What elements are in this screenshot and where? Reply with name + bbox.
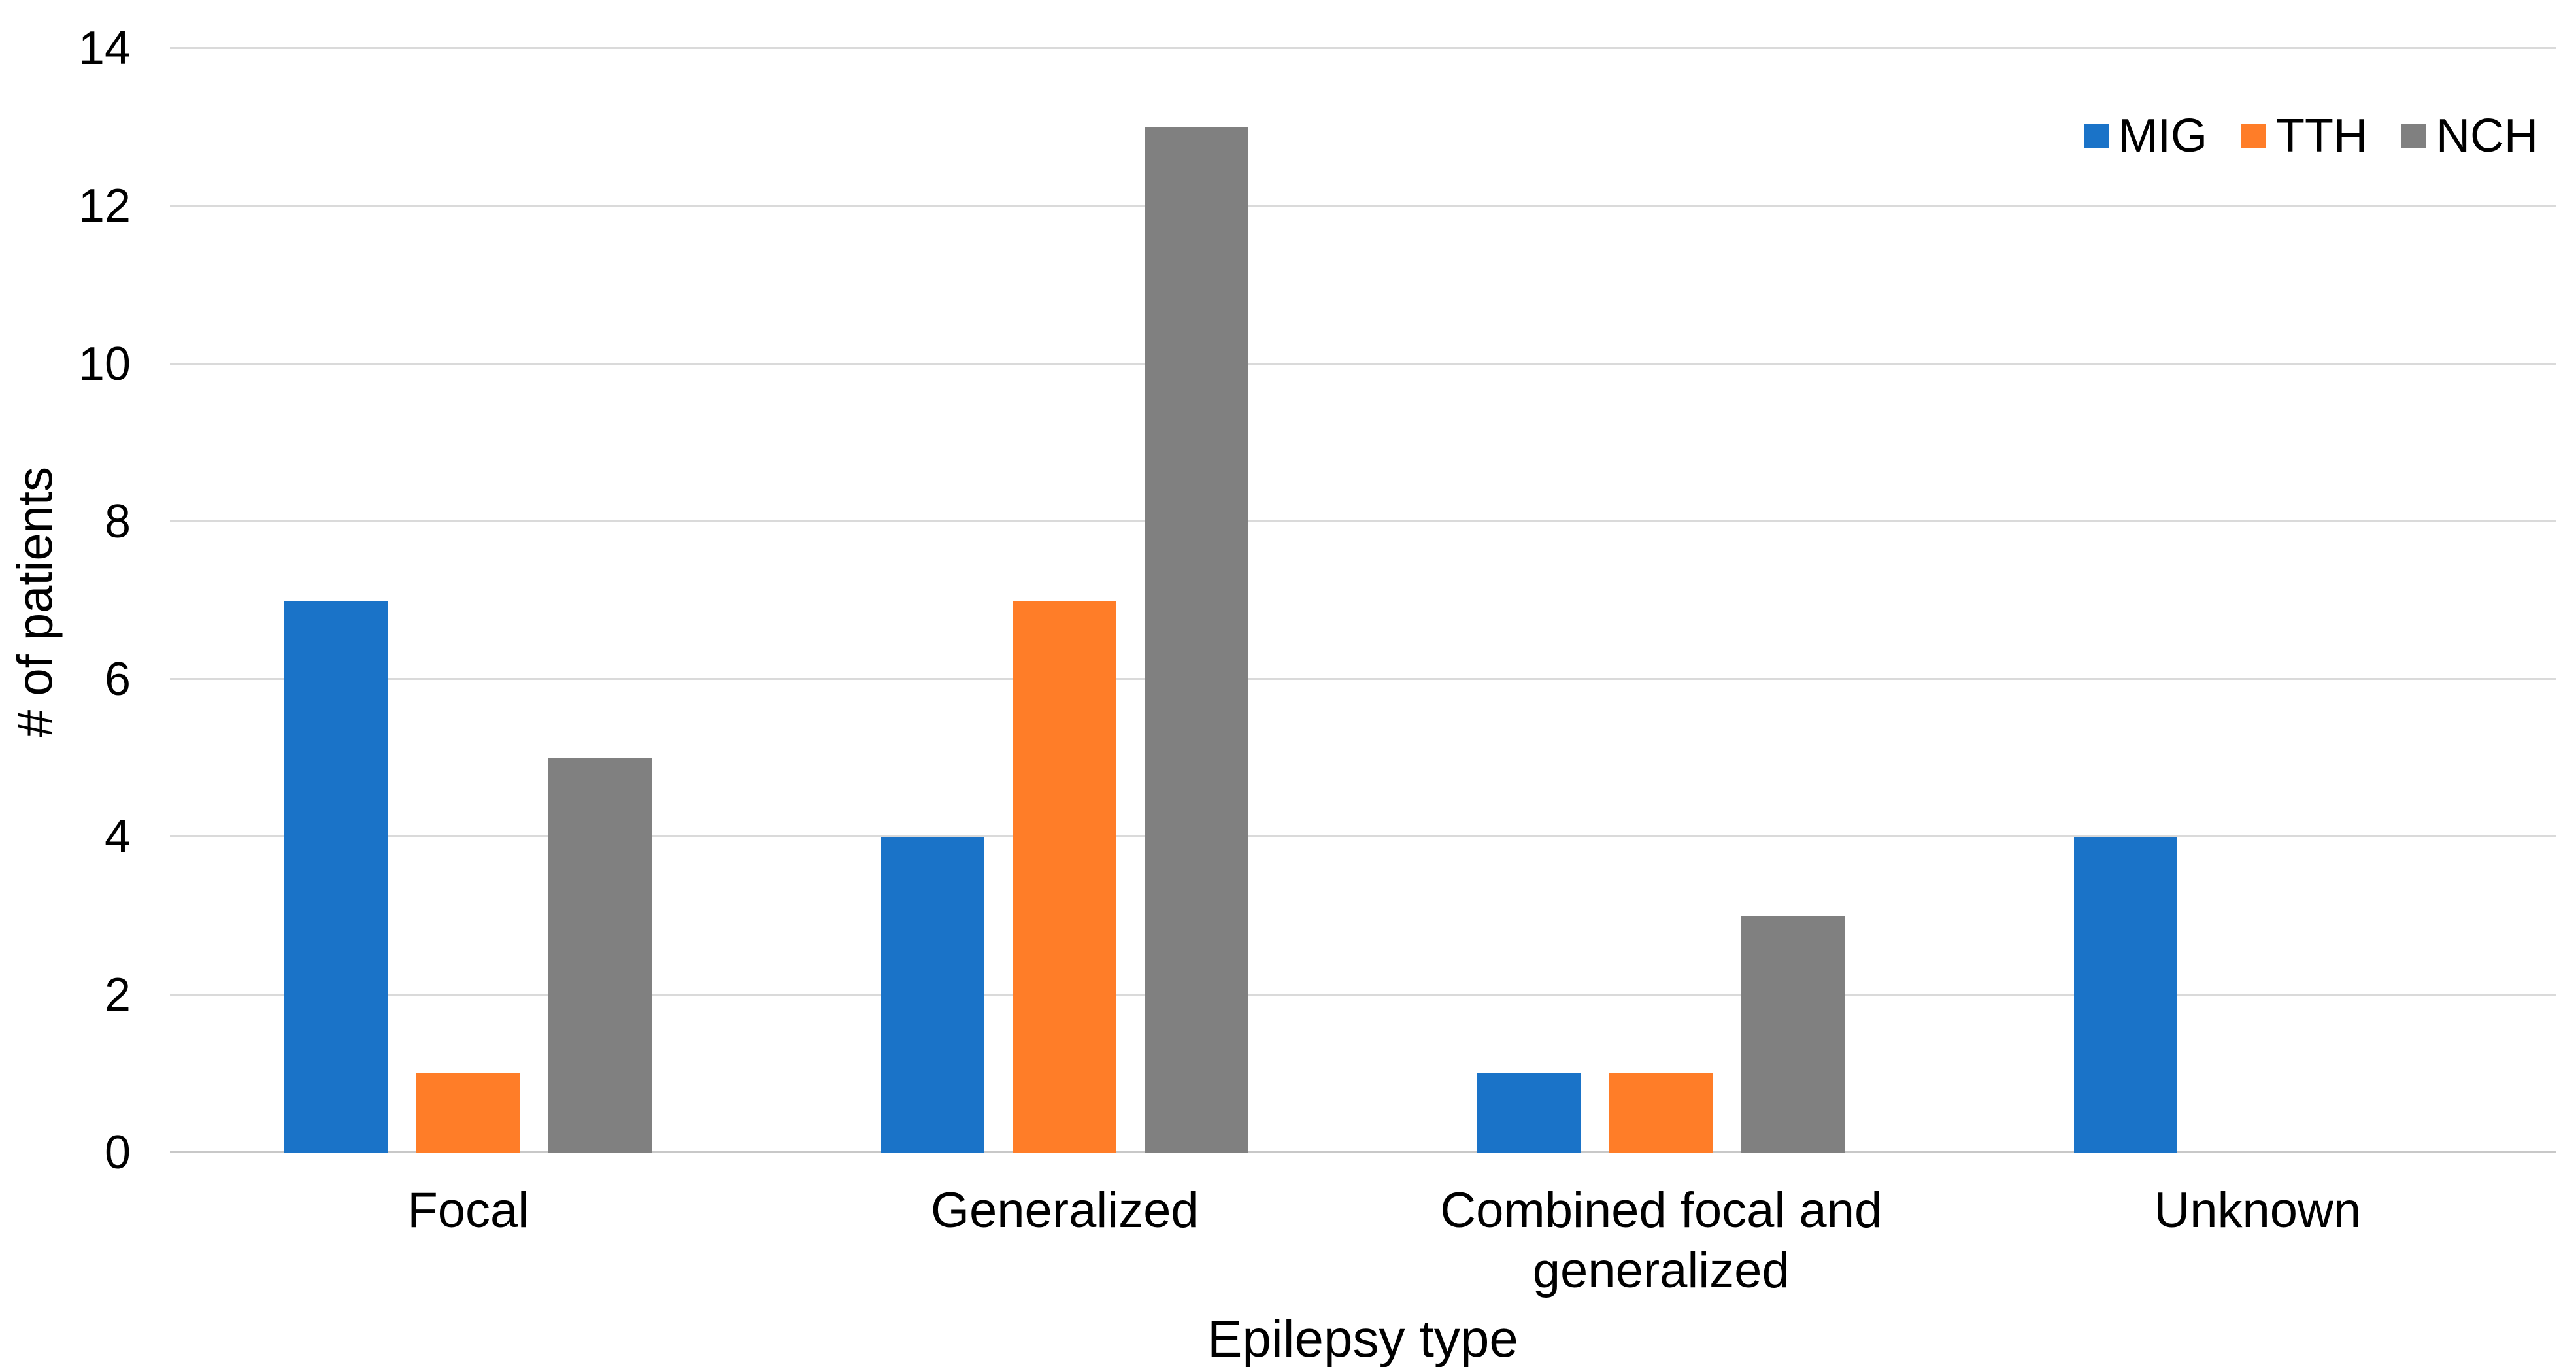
bar-mig-2 [880,837,984,1153]
bar-nch-1 [548,758,652,1153]
legend-swatch-tth-icon [2241,124,2267,148]
legend-label: NCH [2436,110,2538,162]
legend-item-nch: NCH [2401,111,2538,161]
y-tick-label: 2 [104,968,131,1021]
bar-tth-2 [1012,600,1116,1153]
bar-nch-3 [1741,916,1845,1153]
category-label: Generalized [930,1183,1199,1238]
y-tick-label: 12 [78,180,131,233]
gridline [170,520,2556,522]
gridline [170,362,2556,365]
y-tick-label: 4 [104,811,131,864]
y-tick-label: 0 [104,1126,131,1179]
legend-item-tth: TTH [2241,111,2367,161]
gridline [170,678,2556,681]
gridline [170,835,2556,838]
bar-nch-2 [1145,127,1248,1153]
gridline [170,47,2556,49]
bar-tth-1 [416,1073,520,1153]
bar-group [170,48,767,1153]
y-tick-label: 6 [104,653,131,706]
bar-mig-3 [1477,1073,1581,1153]
bar-group [1363,48,1960,1153]
gridline [170,205,2556,207]
category-label: Combined focal and generalized [1440,1183,1882,1298]
category-label: Focal [407,1183,529,1238]
bar-tth-3 [1609,1073,1713,1153]
y-tick-label: 10 [78,337,131,390]
gridline [170,993,2556,996]
bar-group [1960,48,2556,1153]
legend-swatch-nch-icon [2401,124,2426,148]
x-axis-line [170,1151,2556,1153]
y-tick-label: 8 [104,495,131,548]
chart-legend: MIG TTH NCH [2084,111,2538,161]
legend-label: MIG [2118,110,2208,162]
category-label: Unknown [2154,1183,2362,1238]
y-tick-label: 14 [78,22,131,75]
x-axis-title: Epilepsy type [1207,1309,1518,1367]
bar-group [767,48,1363,1153]
legend-swatch-mig-icon [2084,124,2109,148]
plot-area [170,47,2556,1153]
legend-item-mig: MIG [2084,111,2207,161]
bar-mig-4 [2073,837,2177,1153]
bar-mig-1 [284,600,388,1153]
legend-label: TTH [2276,110,2367,162]
